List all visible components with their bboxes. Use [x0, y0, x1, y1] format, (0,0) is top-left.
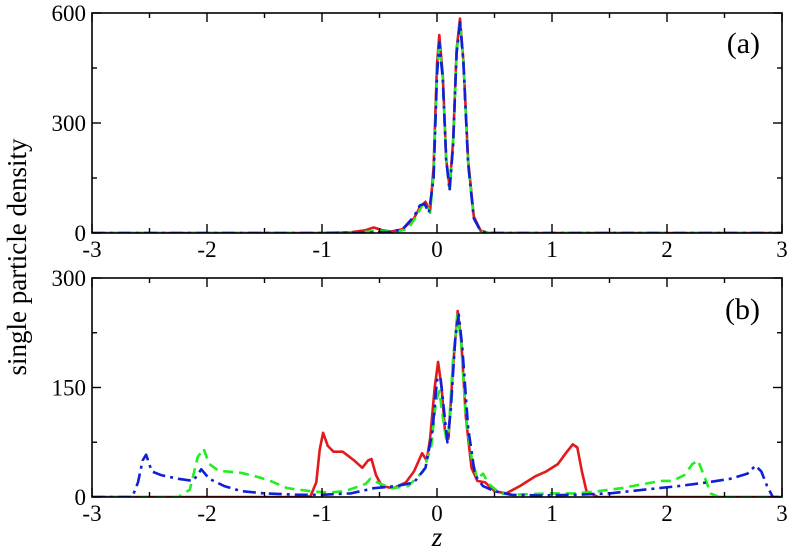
- x-tick-label: -1: [312, 237, 331, 262]
- x-tick-label: -2: [197, 501, 216, 526]
- y-tick-label: 0: [75, 485, 87, 510]
- y-tick-label: 300: [52, 266, 87, 291]
- y-tick-label: 600: [52, 1, 87, 26]
- x-axis-label: z: [431, 522, 443, 550]
- x-tick-label: 3: [776, 237, 788, 262]
- series-line-blue: [92, 313, 782, 497]
- panel-label: (a): [727, 27, 760, 60]
- x-tick-label: 1: [546, 501, 558, 526]
- panel-a: -3 -2 -1 0 1 2 3 0 300 600 (a): [52, 1, 788, 262]
- x-tick-label: 3: [776, 501, 788, 526]
- series-line-red: [92, 17, 782, 233]
- x-tick-label: 0: [431, 501, 443, 526]
- x-tick-label: 2: [661, 501, 673, 526]
- panel-label: (b): [725, 293, 760, 326]
- x-tick-label: 1: [546, 237, 558, 262]
- x-tick-label: -1: [312, 501, 331, 526]
- x-tick-label: -3: [82, 501, 101, 526]
- plot-frame: [91, 12, 783, 234]
- y-axis-label: single particle density: [2, 138, 32, 375]
- panel-b: -3 -2 -1 0 1 2 3 0 150 300 (b): [52, 266, 788, 526]
- series-line-green: [92, 313, 782, 497]
- series-line-blue: [92, 20, 782, 233]
- series-line-red: [92, 309, 782, 497]
- x-tick-label: 2: [661, 237, 673, 262]
- y-tick-label: 0: [75, 221, 87, 246]
- y-tick-label: 300: [52, 111, 87, 136]
- y-tick-label: 150: [52, 376, 87, 401]
- x-tick-label: -2: [197, 237, 216, 262]
- x-tick-label: -3: [82, 237, 101, 262]
- x-tick-label: 0: [431, 237, 443, 262]
